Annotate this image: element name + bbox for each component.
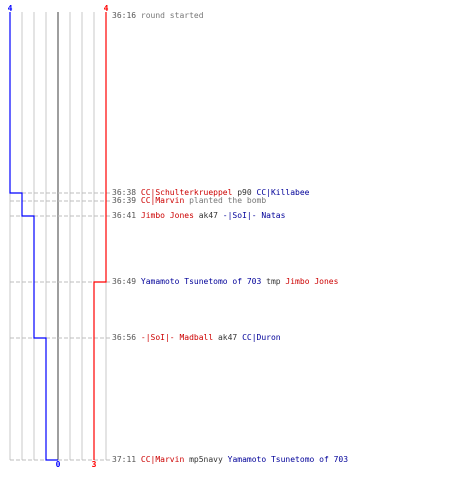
event-text: Yamamoto Tsunetomo of 703 [140,277,262,286]
event-log-row: 36:49 Yamamoto Tsunetomo of 703 tmp Jimb… [112,277,338,287]
event-text: p90 [232,188,257,197]
event-log-row: 36:38 CC|Schulterkrueppel p90 CC|Killabe… [112,188,310,198]
event-text: -|SoI|- Madball [140,333,214,342]
event-text: tmp [261,277,286,286]
red-end-count-label: 3 [92,460,97,469]
event-text: CC|Marvin [140,455,185,464]
event-time: 36:39 [112,196,141,205]
event-text: Yamamoto Tsunetomo of 703 [227,455,349,464]
event-log-row: 36:56 -|SoI|- Madball ak47 CC|Duron [112,333,281,343]
red-start-count-label: 4 [104,4,109,13]
event-time: 37:11 [112,455,141,464]
event-time: 36:16 [112,11,141,20]
event-text: CC|Schulterkrueppel [140,188,233,197]
event-text: ak47 [193,211,223,220]
event-text: -|SoI|- Natas [222,211,286,220]
event-text: ak47 [213,333,243,342]
event-text: planted the bomb [184,196,267,205]
event-text: mp5navy [184,455,228,464]
event-text: Jimbo Jones [285,277,339,286]
event-log-row: 36:41 Jimbo Jones ak47 -|SoI|- Natas [112,211,285,221]
blue-start-count-label: 4 [8,4,13,13]
event-log-row: 36:39 CC|Marvin planted the bomb [112,196,266,206]
event-text: round started [140,11,204,20]
event-time: 36:38 [112,188,141,197]
event-text: Jimbo Jones [140,211,194,220]
blue-team-alive-line [9,12,58,461]
event-log-row: 36:16 round started [112,11,204,21]
red-team-alive-line [93,12,107,460]
event-log-row: 37:11 CC|Marvin mp5navy Yamamoto Tsuneto… [112,455,348,465]
event-text: CC|Killabee [256,188,310,197]
event-text: CC|Marvin [140,196,185,205]
event-time: 36:49 [112,277,141,286]
event-time: 36:41 [112,211,141,220]
blue-end-count-label: 0 [56,460,61,469]
event-time: 36:56 [112,333,141,342]
event-text: CC|Duron [242,333,281,342]
